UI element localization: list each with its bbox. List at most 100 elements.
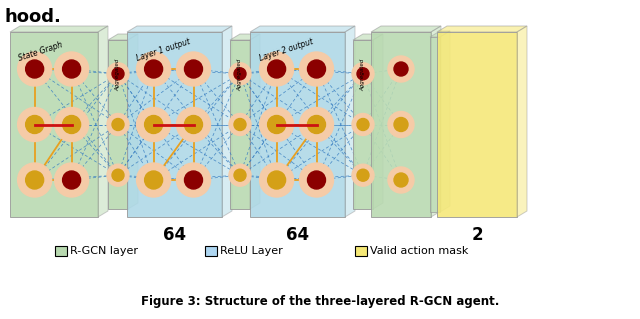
Circle shape [177,108,211,142]
Circle shape [300,52,333,86]
Circle shape [184,115,202,133]
Polygon shape [222,26,232,217]
Text: R-GCN layer: R-GCN layer [70,246,138,256]
FancyBboxPatch shape [55,246,67,256]
Polygon shape [250,34,260,209]
Polygon shape [345,26,355,217]
Circle shape [268,171,285,189]
Circle shape [145,60,163,78]
Polygon shape [371,32,431,217]
Polygon shape [108,40,128,209]
Polygon shape [517,26,527,217]
Circle shape [177,163,211,197]
Circle shape [63,171,81,189]
Circle shape [145,171,163,189]
Circle shape [260,108,294,142]
Polygon shape [437,26,527,32]
Circle shape [352,114,374,136]
Circle shape [145,115,163,133]
Circle shape [112,68,124,80]
FancyBboxPatch shape [355,246,367,256]
Text: 64: 64 [163,226,186,244]
Polygon shape [371,26,441,32]
Polygon shape [250,32,345,217]
Polygon shape [10,32,98,217]
Circle shape [26,60,44,78]
Circle shape [300,163,333,197]
Circle shape [18,52,52,86]
Circle shape [63,115,81,133]
Circle shape [184,60,202,78]
Polygon shape [230,34,260,40]
Circle shape [54,108,88,142]
Circle shape [357,169,369,181]
Text: Layer 1 output: Layer 1 output [135,37,191,63]
Polygon shape [127,26,232,32]
Polygon shape [128,34,138,209]
Circle shape [260,52,294,86]
Text: Valid action mask: Valid action mask [370,246,468,256]
Circle shape [268,115,285,133]
Circle shape [388,167,414,193]
Circle shape [54,163,88,197]
Polygon shape [430,31,450,37]
Circle shape [268,60,285,78]
Polygon shape [437,32,517,217]
Text: 2: 2 [471,226,483,244]
Circle shape [234,169,246,181]
Circle shape [234,68,246,80]
Polygon shape [230,40,250,209]
Circle shape [300,108,333,142]
Circle shape [307,60,326,78]
Polygon shape [108,34,138,40]
Circle shape [112,169,124,181]
Circle shape [18,163,52,197]
Polygon shape [10,26,108,32]
Polygon shape [98,26,108,217]
Polygon shape [373,34,383,209]
Polygon shape [431,26,441,217]
Circle shape [107,114,129,136]
Circle shape [260,163,294,197]
Circle shape [357,68,369,80]
Circle shape [229,63,251,85]
Circle shape [229,114,251,136]
Circle shape [136,108,171,142]
Text: Layer 2 output: Layer 2 output [258,37,314,63]
Text: Aggregated: Aggregated [237,59,243,91]
FancyBboxPatch shape [205,246,217,256]
Circle shape [184,171,202,189]
Circle shape [394,173,408,187]
Text: Aggregated: Aggregated [360,59,365,91]
Polygon shape [430,37,440,212]
Circle shape [307,115,326,133]
Text: Figure 3: Structure of the three-layered R-GCN agent.: Figure 3: Structure of the three-layered… [141,295,499,308]
Circle shape [352,164,374,186]
Circle shape [388,56,414,82]
Text: 64: 64 [286,226,309,244]
Circle shape [112,118,124,130]
Polygon shape [440,31,450,212]
Text: hood.: hood. [4,8,61,26]
Text: State Graph: State Graph [17,41,63,63]
Polygon shape [127,32,222,217]
Polygon shape [353,34,383,40]
Circle shape [388,112,414,137]
Circle shape [307,171,326,189]
Circle shape [26,171,44,189]
Circle shape [394,117,408,131]
Circle shape [26,115,44,133]
Text: ReLU Layer: ReLU Layer [220,246,283,256]
Circle shape [357,118,369,130]
Polygon shape [250,26,355,32]
Circle shape [18,108,52,142]
Circle shape [107,63,129,85]
Circle shape [63,60,81,78]
Circle shape [234,118,246,130]
Circle shape [352,63,374,85]
Text: Aggregated: Aggregated [115,59,120,91]
Circle shape [136,52,171,86]
Polygon shape [353,40,373,209]
Circle shape [107,164,129,186]
Circle shape [177,52,211,86]
